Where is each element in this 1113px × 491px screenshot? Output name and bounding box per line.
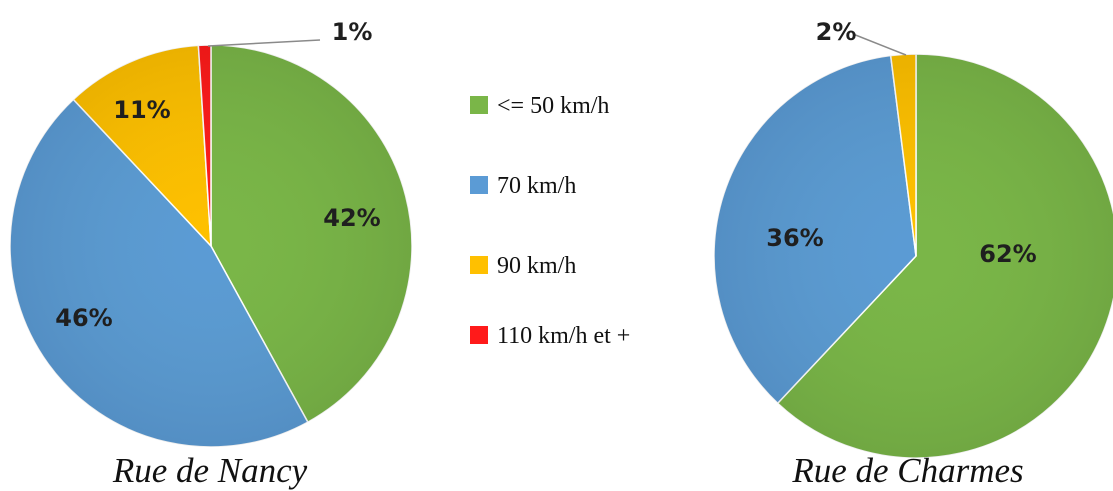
pie-shading: [10, 45, 412, 447]
legend-swatch-70: [470, 176, 488, 194]
leader-line: [207, 39, 321, 47]
legend: <= 50 km/h 70 km/h 90 km/h 110 km/h et +: [470, 93, 630, 349]
chart-title-rue-de-charmes: Rue de Charmes: [791, 451, 1023, 490]
legend-label-110: 110 km/h et +: [497, 323, 630, 349]
legend-swatch-le-50: [470, 96, 488, 114]
data-label-2: 36%: [766, 224, 823, 252]
legend-label-le-50: <= 50 km/h: [497, 93, 609, 119]
legend-swatch-110: [470, 326, 488, 344]
leader-line: [852, 33, 907, 56]
data-label-1: 62%: [979, 240, 1036, 268]
pie-shading: [714, 54, 1113, 458]
chart-title-rue-de-nancy: Rue de Nancy: [112, 451, 308, 490]
data-label-2: 46%: [55, 304, 112, 332]
pie-chart-rue-de-nancy: 42% 46% 11% 1%: [9, 18, 413, 448]
legend-swatch-90: [470, 256, 488, 274]
data-label-4: 1%: [332, 18, 373, 46]
data-label-3: 2%: [816, 18, 857, 46]
legend-label-70: 70 km/h: [497, 173, 576, 199]
legend-label-90: 90 km/h: [497, 253, 576, 279]
data-label-1: 42%: [323, 204, 380, 232]
pie-chart-rue-de-charmes: 62% 36% 2%: [713, 18, 1113, 459]
data-label-3: 11%: [113, 96, 170, 124]
